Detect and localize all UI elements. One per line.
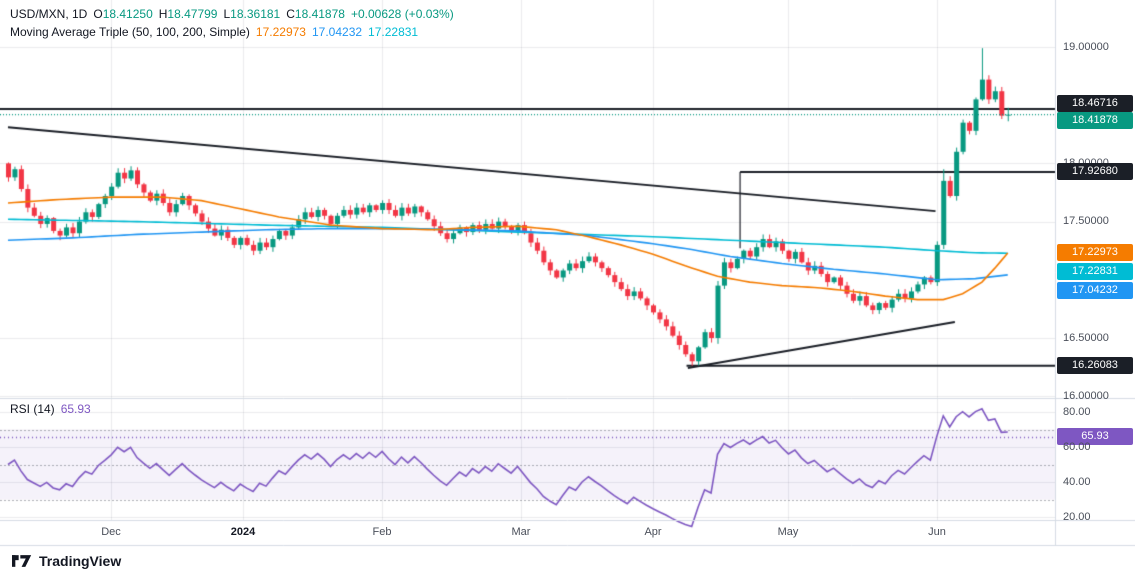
rsi-legend[interactable]: RSI (14) 65.93 — [10, 402, 91, 416]
time-label-jun: Jun — [928, 526, 946, 538]
support-level-badge: 16.26083 — [1057, 357, 1133, 374]
low-label: L18.36181 — [223, 7, 281, 21]
indicator-legend[interactable]: Moving Average Triple (50, 100, 200, Sim… — [10, 25, 418, 39]
open-value: 18.41250 — [102, 7, 153, 21]
time-label-apr: Apr — [644, 526, 662, 538]
tradingview-logo-icon — [12, 552, 32, 570]
price-tick-16: 16.00000 — [1063, 390, 1109, 402]
rsi-tick-60: 60.00 — [1063, 441, 1091, 453]
symbol-title: USD/MXN, 1D — [10, 7, 88, 21]
ma100-badge: 17.04232 — [1057, 282, 1133, 299]
time-label-dec: Dec — [101, 526, 121, 538]
time-label-mar: Mar — [511, 526, 531, 538]
brand-text: TradingView — [39, 553, 122, 569]
indicator-title: Moving Average Triple (50, 100, 200, Sim… — [10, 25, 250, 39]
ma100-value: 17.04232 — [311, 25, 363, 39]
time-label-may: May — [777, 526, 799, 538]
time-label-2024: 2024 — [230, 526, 256, 538]
last-price-badge: 18.41878 — [1057, 112, 1133, 129]
chart-legend[interactable]: USD/MXN, 1D O18.41250 H18.47799 L18.3618… — [10, 7, 454, 21]
price-axis[interactable]: 19.00000 18.00000 17.50000 16.50000 16.0… — [1055, 0, 1135, 545]
tradingview-logo[interactable]: TradingView — [12, 552, 121, 570]
time-label-feb: Feb — [372, 526, 392, 538]
mid-level-badge: 17.92680 — [1057, 163, 1133, 180]
price-tick-17-5: 17.50000 — [1063, 215, 1109, 227]
rsi-tick-40: 40.00 — [1063, 476, 1091, 488]
price-tick-16-5: 16.50000 — [1063, 332, 1109, 344]
ma200-badge: 17.22831 — [1057, 263, 1133, 280]
price-tick-19: 19.00000 — [1063, 41, 1109, 53]
rsi-tick-20: 20.00 — [1063, 511, 1091, 523]
rsi-value: 65.93 — [60, 402, 91, 416]
change-value: +0.00628 (+0.03%) — [350, 7, 454, 21]
close-label: C18.41878 — [286, 7, 345, 21]
time-axis[interactable]: Dec 2024 Feb Mar Apr May Jun — [0, 520, 1135, 545]
close-value: 18.41878 — [294, 7, 345, 21]
high-value: 18.47799 — [167, 7, 218, 21]
ma200-value: 17.22831 — [368, 25, 419, 39]
low-value: 18.36181 — [230, 7, 281, 21]
high-label: H18.47799 — [158, 7, 218, 21]
ma50-badge: 17.22973 — [1057, 244, 1133, 261]
rsi-tick-80: 80.00 — [1063, 406, 1091, 418]
resistance-level-badge: 18.46716 — [1057, 95, 1133, 112]
rsi-title: RSI (14) — [10, 402, 55, 416]
rsi-value-badge: 65.93 — [1057, 428, 1133, 445]
open-label: O18.41250 — [93, 7, 153, 21]
ma50-value: 17.22973 — [255, 25, 306, 39]
